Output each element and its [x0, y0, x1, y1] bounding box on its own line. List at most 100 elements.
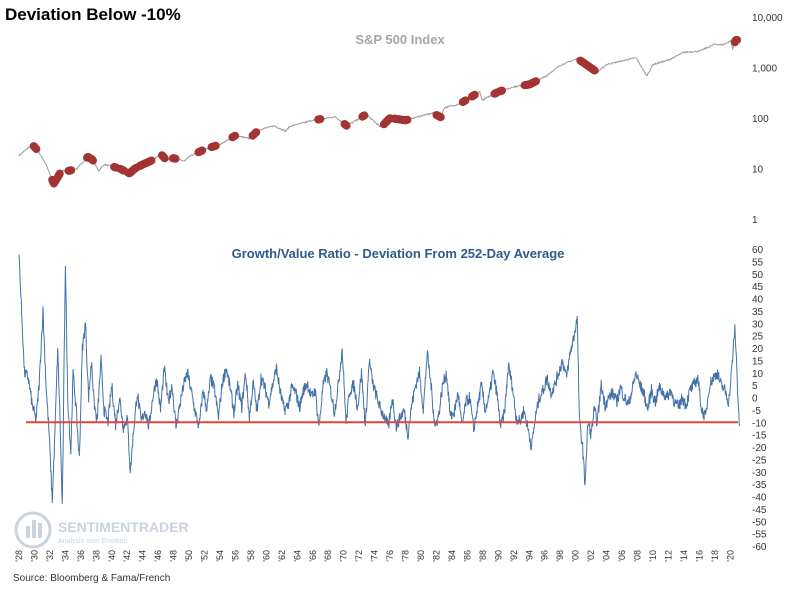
deviation-y-tick-label: -60: [752, 542, 767, 553]
sp500-panel-title: S&P 500 Index: [355, 32, 445, 47]
x-tick-label: '88: [478, 550, 488, 562]
signal-marker: [67, 166, 76, 175]
x-tick-label: '78: [401, 550, 411, 562]
x-tick-label: '56: [231, 550, 241, 562]
x-tick-label: '44: [138, 550, 148, 562]
signal-marker: [436, 113, 445, 122]
deviation-y-tick-label: 50: [752, 270, 764, 281]
chart-title: Deviation Below -10%: [5, 5, 181, 24]
x-tick-label: '16: [694, 550, 704, 562]
x-tick-label: '48: [169, 550, 179, 562]
deviation-y-axis: 605550454035302520151050-5-10-15-20-25-3…: [752, 245, 767, 553]
x-tick-label: '92: [509, 550, 519, 562]
deviation-y-tick-label: -45: [752, 505, 767, 516]
x-tick-label: '72: [354, 550, 364, 562]
deviation-panel-title: Growth/Value Ratio - Deviation From 252-…: [232, 246, 565, 261]
x-tick-label: '20: [725, 550, 735, 562]
x-tick-label: '58: [246, 550, 256, 562]
x-tick-label: '00: [571, 550, 581, 562]
deviation-y-tick-label: 20: [752, 344, 764, 355]
x-tick-label: '30: [30, 550, 40, 562]
signal-marker: [89, 156, 97, 165]
deviation-panel: Growth/Value Ratio - Deviation From 252-…: [14, 245, 767, 562]
deviation-line: [18, 254, 740, 504]
sp500-y-tick-label: 1,000: [752, 64, 777, 75]
deviation-y-tick-label: -30: [752, 468, 767, 479]
x-tick-label: '10: [648, 550, 658, 562]
sp500-y-tick-label: 1: [752, 215, 758, 226]
signal-marker: [147, 156, 156, 165]
signal-marker: [470, 90, 479, 99]
sp500-y-axis: 1 10 100 1,000 10,000: [752, 13, 783, 226]
source-note: Source: Bloomberg & Fama/French: [13, 573, 171, 584]
deviation-y-tick-label: 60: [752, 245, 764, 256]
deviation-y-tick-label: 15: [752, 356, 764, 367]
x-tick-label: '80: [416, 550, 426, 562]
x-tick-label: '08: [633, 550, 643, 562]
signal-marker: [252, 128, 261, 137]
x-tick-label: '36: [76, 550, 86, 562]
deviation-y-tick-label: -15: [752, 431, 767, 442]
x-tick-label: '76: [385, 550, 395, 562]
x-tick-label: '60: [261, 550, 271, 562]
x-tick-label: '98: [555, 550, 565, 562]
deviation-y-tick-label: -55: [752, 530, 767, 541]
x-tick-label: '66: [308, 550, 318, 562]
watermark: SENTIMENTRADER Analysis over Emotion: [14, 511, 189, 549]
x-tick-label: '94: [524, 550, 534, 562]
deviation-y-tick-label: 45: [752, 282, 764, 293]
x-tick-label: '06: [617, 550, 627, 562]
signal-marker: [160, 154, 169, 163]
deviation-y-tick-label: -50: [752, 517, 767, 528]
x-tick-label: '64: [292, 550, 302, 562]
signal-marker: [360, 111, 369, 120]
x-tick-label: '34: [60, 550, 70, 562]
x-tick-label: '62: [277, 550, 287, 562]
signal-markers: [29, 36, 742, 188]
deviation-y-tick-label: 35: [752, 307, 764, 318]
x-tick-label: '74: [370, 550, 380, 562]
sp500-y-tick-label: 10,000: [752, 13, 783, 24]
signal-marker: [231, 131, 240, 140]
signal-marker: [590, 66, 599, 75]
signal-marker: [32, 145, 41, 154]
deviation-y-tick-label: 40: [752, 295, 764, 306]
x-tick-label: '40: [107, 550, 117, 562]
x-tick-label: '46: [153, 550, 163, 562]
deviation-y-tick-label: 5: [752, 381, 758, 392]
x-tick-label: '02: [586, 550, 596, 562]
x-tick-label: '38: [91, 550, 101, 562]
x-tick-label: '50: [184, 550, 194, 562]
signal-marker: [342, 121, 351, 130]
x-tick-label: '96: [540, 550, 550, 562]
signal-marker: [461, 96, 470, 105]
x-tick-label: '42: [122, 550, 132, 562]
watermark-logo-bar: [38, 523, 42, 538]
signal-marker: [211, 141, 220, 150]
deviation-y-tick-label: 10: [752, 369, 764, 380]
deviation-y-tick-label: -20: [752, 443, 767, 454]
deviation-y-tick-label: -10: [752, 418, 767, 429]
x-tick-label: '52: [200, 550, 210, 562]
sp500-y-tick-label: 100: [752, 114, 769, 125]
deviation-y-tick-label: -35: [752, 480, 767, 491]
signal-marker: [316, 115, 325, 124]
x-tick-label: '12: [663, 550, 673, 562]
signal-marker: [498, 86, 506, 95]
x-tick-label: '82: [432, 550, 442, 562]
deviation-series: [18, 254, 740, 504]
x-tick-label: '04: [602, 550, 612, 562]
x-tick-label: '84: [447, 550, 457, 562]
deviation-y-tick-label: 30: [752, 319, 764, 330]
x-tick-label: '90: [493, 550, 503, 562]
x-tick-label: '54: [215, 550, 225, 562]
signal-marker: [733, 36, 742, 44]
sp500-series: [18, 38, 738, 184]
x-tick-label: '28: [14, 550, 24, 562]
signal-marker: [532, 77, 540, 86]
deviation-y-tick-label: 55: [752, 257, 764, 268]
x-tick-label: '86: [462, 550, 472, 562]
x-tick-label: '18: [710, 550, 720, 562]
deviation-y-tick-label: 0: [752, 394, 758, 405]
signal-marker: [403, 115, 412, 124]
